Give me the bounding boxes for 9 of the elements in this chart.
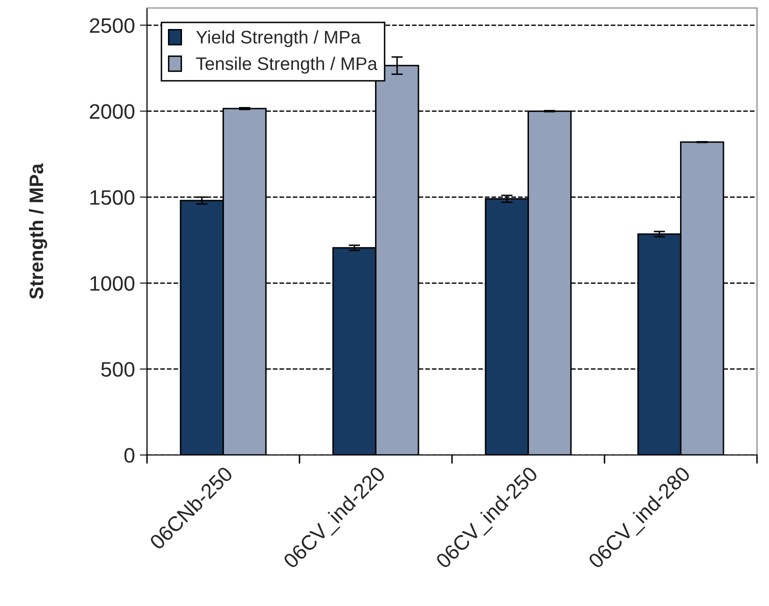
y-tick-label: 500 xyxy=(101,362,134,377)
y-axis-title: Strength / MPa xyxy=(28,163,48,299)
y-tick-label: 1500 xyxy=(90,190,134,205)
legend-label: Tensile Strength / MPa xyxy=(196,56,378,74)
y-tick-label: 2500 xyxy=(90,18,134,33)
y-tick-label: 1000 xyxy=(90,276,134,291)
y-tick-label: 0 xyxy=(124,448,134,463)
legend-label: Yield Strength / MPa xyxy=(196,30,361,48)
y-tick-label: 2000 xyxy=(90,104,134,119)
